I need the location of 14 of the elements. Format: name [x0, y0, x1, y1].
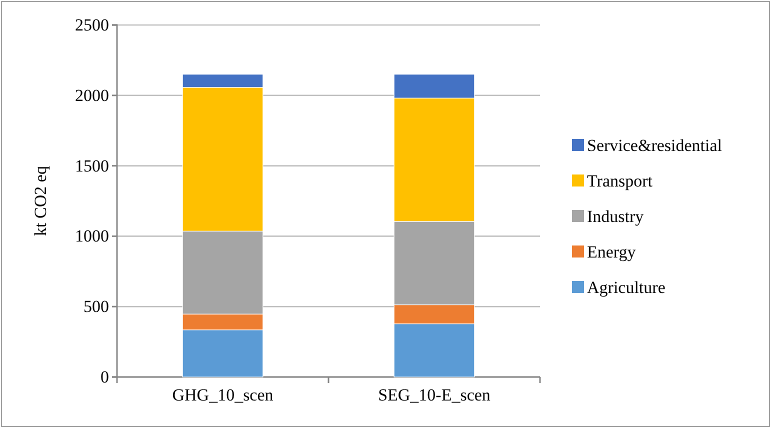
y-tick-label: 2000: [75, 86, 109, 105]
legend-label: Service&residential: [587, 136, 722, 155]
y-tick-label: 2500: [75, 15, 109, 34]
y-axis-title: kt CO2 eq: [31, 166, 50, 236]
y-tick-label: 500: [84, 297, 109, 316]
legend-label: Agriculture: [587, 278, 666, 297]
x-tick-label: SEG_10-E_scen: [378, 385, 491, 404]
y-tick-label: 1000: [75, 226, 109, 246]
y-tick-label: 0: [100, 367, 109, 386]
legend-label: Industry: [587, 207, 644, 226]
legend-label: Transport: [587, 172, 653, 190]
y-tick-label: 1500: [75, 156, 109, 176]
x-tick-label: GHG_10_scen: [172, 385, 274, 404]
legend-label: Energy: [587, 242, 636, 262]
